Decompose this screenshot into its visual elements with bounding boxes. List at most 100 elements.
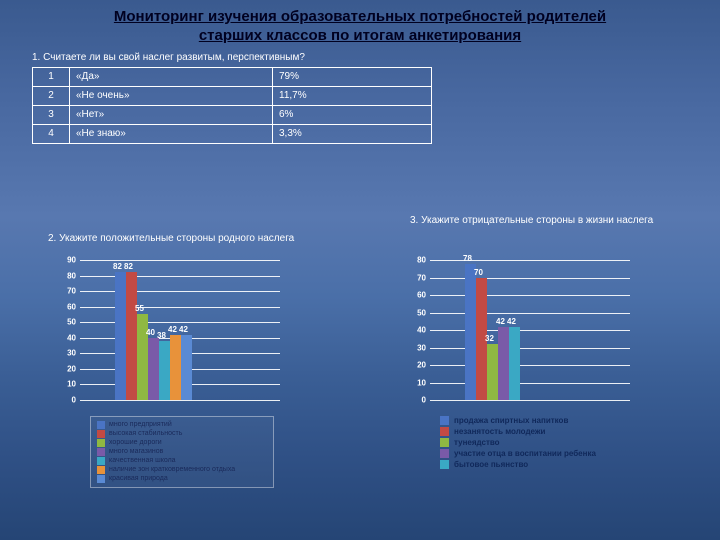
legend-swatch: [440, 460, 449, 469]
row-value: 3,3%: [273, 124, 432, 143]
row-index: 1: [33, 67, 70, 86]
legend-item: бытовое пьянство: [440, 460, 660, 469]
legend-item: тунеядство: [440, 438, 660, 447]
y-tick: 30: [56, 349, 76, 358]
y-tick: 60: [56, 302, 76, 311]
legend-label: участие отца в воспитании ребенка: [454, 449, 596, 458]
legend-swatch: [97, 421, 105, 429]
bar-value: 55: [135, 304, 144, 313]
legend-swatch: [97, 448, 105, 456]
bar-value: 40: [146, 328, 155, 337]
bar: 82: [126, 272, 137, 400]
legend-swatch: [440, 416, 449, 425]
bar: 42: [181, 335, 192, 400]
bar: 42: [170, 335, 181, 400]
y-tick: 10: [406, 378, 426, 387]
y-tick: 70: [56, 287, 76, 296]
bar: 40: [148, 338, 159, 400]
y-tick: 20: [406, 361, 426, 370]
bar-value: 42: [507, 317, 516, 326]
y-tick: 40: [56, 333, 76, 342]
y-tick: 50: [56, 318, 76, 327]
y-tick: 70: [406, 273, 426, 282]
row-label: «Нет»: [70, 105, 273, 124]
table-row: 3«Нет»6%: [33, 105, 432, 124]
row-label: «Не знаю»: [70, 124, 273, 143]
legend-label: много предприятий: [109, 421, 172, 429]
legend-label: много магазинов: [109, 448, 163, 456]
legend-swatch: [97, 475, 105, 483]
legend-label: продажа спиртных напитков: [454, 416, 568, 425]
row-value: 6%: [273, 105, 432, 124]
y-tick: 30: [406, 343, 426, 352]
bar: 42: [498, 327, 509, 401]
table-row: 2«Не очень»11,7%: [33, 86, 432, 105]
q2-chart: 010203040506070809082825540384242 много …: [60, 260, 310, 488]
legend-swatch: [440, 438, 449, 447]
bar: 32: [487, 344, 498, 400]
legend-item: много предприятий: [97, 421, 267, 429]
y-tick: 90: [56, 256, 76, 265]
row-label: «Да»: [70, 67, 273, 86]
page-title: Мониторинг изучения образовательных потр…: [0, 0, 720, 48]
legend-item: высокая стабильность: [97, 430, 267, 438]
y-tick: 20: [56, 364, 76, 373]
q3-label: 3. Укажите отрицательные стороны в жизни…: [410, 215, 653, 226]
bar-value: 78: [463, 254, 472, 263]
y-tick: 10: [56, 380, 76, 389]
row-value: 11,7%: [273, 86, 432, 105]
legend-label: хорошие дороги: [109, 439, 162, 447]
legend-label: незанятость молодежи: [454, 427, 545, 436]
legend-item: продажа спиртных напитков: [440, 416, 660, 425]
y-tick: 0: [406, 396, 426, 405]
legend-label: наличие зон кратковременного отдыха: [109, 466, 235, 474]
row-index: 2: [33, 86, 70, 105]
bar-value: 42: [168, 325, 177, 334]
bar-value: 70: [474, 268, 483, 277]
bar-value: 42: [496, 317, 505, 326]
q1-label: 1. Считаете ли вы свой наслег развитым, …: [0, 48, 720, 67]
legend-swatch: [440, 427, 449, 436]
y-tick: 80: [56, 271, 76, 280]
y-tick: 50: [406, 308, 426, 317]
legend-swatch: [97, 457, 105, 465]
row-index: 3: [33, 105, 70, 124]
y-tick: 40: [406, 326, 426, 335]
legend-item: качественная школа: [97, 457, 267, 465]
q2-legend: много предприятийвысокая стабильностьхор…: [90, 416, 274, 488]
row-value: 79%: [273, 67, 432, 86]
legend-label: красивая природа: [109, 475, 168, 483]
bar-value: 82: [113, 262, 122, 271]
bar: 42: [509, 327, 520, 401]
q3-legend: продажа спиртных напитков незанятость мол…: [440, 416, 660, 469]
legend-swatch: [97, 430, 105, 438]
legend-label: качественная школа: [109, 457, 176, 465]
bar: 82: [115, 272, 126, 400]
bar: 78: [465, 264, 476, 401]
y-tick: 60: [406, 291, 426, 300]
legend-swatch: [440, 449, 449, 458]
q1-table: 1«Да»79%2«Не очень»11,7%3«Нет»6%4«Не зна…: [32, 67, 432, 144]
legend-label: тунеядство: [454, 438, 500, 447]
legend-label: высокая стабильность: [109, 430, 182, 438]
bar-value: 42: [179, 325, 188, 334]
legend-item: хорошие дороги: [97, 439, 267, 447]
row-index: 4: [33, 124, 70, 143]
table-row: 1«Да»79%: [33, 67, 432, 86]
table-row: 4«Не знаю»3,3%: [33, 124, 432, 143]
legend-item: наличие зон кратковременного отдыха: [97, 466, 267, 474]
bar: 38: [159, 341, 170, 400]
legend-item: незанятость молодежи: [440, 427, 660, 436]
legend-swatch: [97, 466, 105, 474]
title-line-1: Мониторинг изучения образовательных потр…: [114, 8, 606, 25]
legend-item: красивая природа: [97, 475, 267, 483]
title-line-2: старших классов по итогам анкетирования: [199, 27, 521, 44]
y-tick: 80: [406, 256, 426, 265]
bar-value: 82: [124, 262, 133, 271]
legend-item: участие отца в воспитании ребенка: [440, 449, 660, 458]
row-label: «Не очень»: [70, 86, 273, 105]
legend-label: бытовое пьянство: [454, 460, 528, 469]
legend-swatch: [97, 439, 105, 447]
q3-chart: 010203040506070807870324242 продажа спир…: [410, 260, 660, 469]
q2-label: 2. Укажите положительные стороны родного…: [48, 233, 294, 244]
